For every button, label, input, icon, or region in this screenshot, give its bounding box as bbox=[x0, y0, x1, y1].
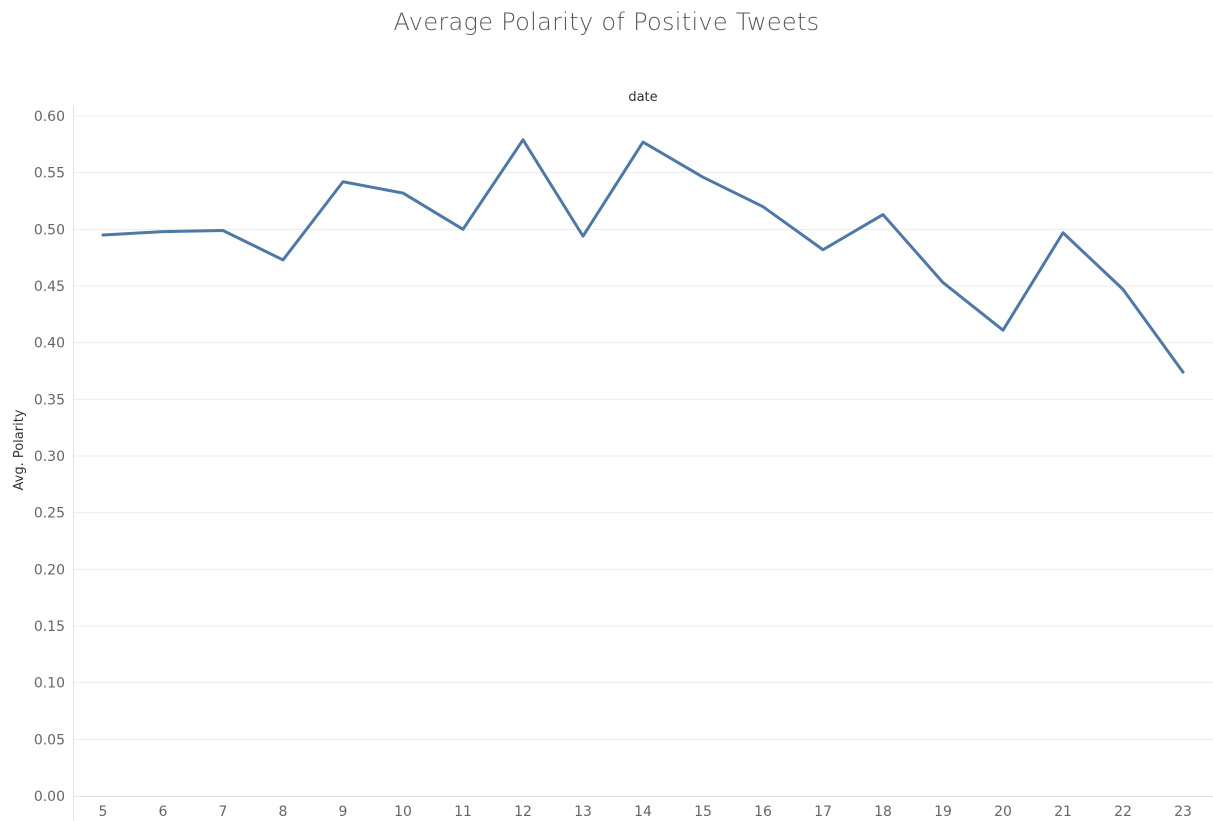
x-tick-label: 11 bbox=[454, 804, 472, 820]
series bbox=[101, 138, 1185, 374]
y-tick-label: 0.35 bbox=[34, 392, 65, 408]
x-tick-label: 22 bbox=[1114, 804, 1132, 820]
x-tick-label: 10 bbox=[394, 804, 412, 820]
y-axis-title: Avg. Polarity bbox=[12, 409, 27, 490]
y-tick-label: 0.00 bbox=[34, 789, 65, 805]
series-line bbox=[101, 138, 1185, 374]
chart-title: Average Polarity of Positive Tweets bbox=[393, 8, 820, 36]
x-tick-label: 20 bbox=[994, 804, 1012, 820]
x-tick-label: 9 bbox=[339, 804, 348, 820]
y-tick-label: 0.20 bbox=[34, 562, 65, 578]
x-tick-label: 6 bbox=[159, 804, 168, 820]
y-tick-label: 0.05 bbox=[34, 732, 65, 748]
y-tick-label: 0.40 bbox=[34, 336, 65, 352]
x-axis-title: date bbox=[628, 90, 657, 105]
x-tick-label: 14 bbox=[634, 804, 652, 820]
y-tick-label: 0.10 bbox=[34, 676, 65, 692]
x-tick-label: 23 bbox=[1174, 804, 1192, 820]
x-tick-label: 18 bbox=[874, 804, 892, 820]
gridlines bbox=[73, 115, 1213, 740]
y-tick-label: 0.25 bbox=[34, 506, 65, 522]
y-tick-label: 0.15 bbox=[34, 619, 65, 635]
x-tick-label: 17 bbox=[814, 804, 832, 820]
y-tick-labels: 0.00 0.05 0.10 0.15 0.20 0.25 0.30 0.35 0.40 0.45… bbox=[34, 109, 65, 805]
x-tick-label: 8 bbox=[279, 804, 288, 820]
x-tick-label: 12 bbox=[514, 804, 532, 820]
x-tick-labels: 5 6 7 8 9 10 11 12 13 14 15 16 17 18 19 20 21 22 23 bbox=[99, 804, 1192, 820]
x-tick-label: 7 bbox=[219, 804, 228, 820]
x-tick-label: 16 bbox=[754, 804, 772, 820]
y-tick-label: 0.50 bbox=[34, 222, 65, 238]
axes bbox=[73, 106, 1213, 821]
x-tick-label: 19 bbox=[934, 804, 952, 820]
x-tick-label: 5 bbox=[99, 804, 108, 820]
y-tick-label: 0.30 bbox=[34, 449, 65, 465]
y-tick-label: 0.60 bbox=[34, 109, 65, 125]
x-tick-label: 13 bbox=[574, 804, 592, 820]
x-tick-label: 15 bbox=[694, 804, 712, 820]
y-tick-label: 0.55 bbox=[34, 166, 65, 182]
y-tick-label: 0.45 bbox=[34, 279, 65, 295]
x-tick-label: 21 bbox=[1054, 804, 1072, 820]
